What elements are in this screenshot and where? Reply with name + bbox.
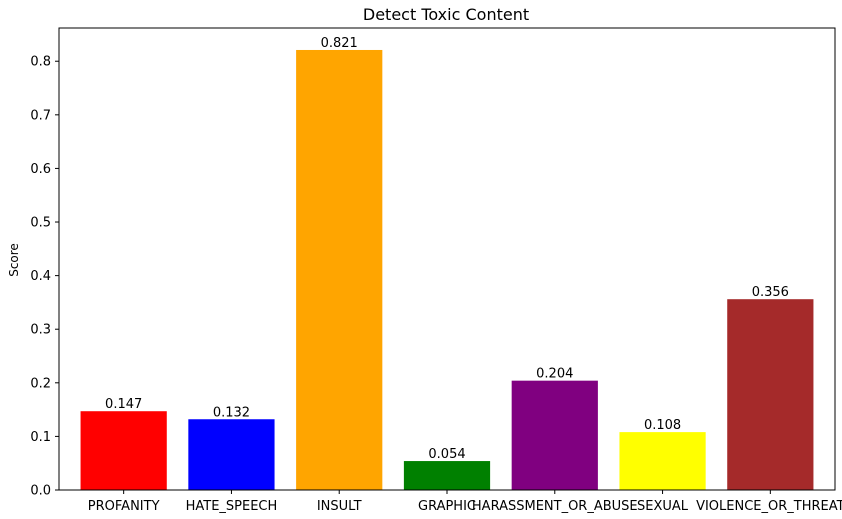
bars-group (80, 49, 814, 490)
chart-title: Detect Toxic Content (363, 5, 529, 24)
x-tick-label: GRAPHIC (418, 499, 476, 514)
bar-hate-speech (188, 419, 275, 490)
x-tick-label: HATE_SPEECH (186, 499, 278, 514)
bar-graphic (403, 461, 491, 490)
bar-harassment-or-abuse (511, 380, 598, 490)
value-label: 0.108 (644, 418, 681, 433)
y-tick-label: 0.7 (30, 108, 51, 123)
x-tick-label: SEXUAL (637, 499, 689, 514)
y-tick-label: 0.5 (30, 216, 51, 231)
x-tick-label: VIOLENCE_OR_THREAT (696, 499, 842, 514)
y-tick-label: 0.1 (30, 430, 51, 445)
y-tick-label: 0.3 (30, 323, 51, 338)
value-label: 0.147 (105, 397, 142, 412)
value-label: 0.204 (536, 367, 573, 382)
value-label: 0.356 (752, 285, 789, 300)
value-label: 0.821 (321, 36, 358, 51)
value-label: 0.132 (213, 405, 250, 420)
y-tick-label: 0.8 (30, 55, 51, 70)
x-tick-label: INSULT (317, 499, 362, 514)
y-tick-label: 0.2 (30, 376, 51, 391)
x-axis: PROFANITY HATE_SPEECH INSULT GRAPHICHARASSM… (88, 490, 842, 514)
bar-profanity (80, 411, 167, 490)
bar-sexual (619, 432, 706, 490)
y-tick-label: 0.4 (30, 269, 51, 284)
value-labels-group: 0.147 0.132 0.821 0.054 0.204 0.108 0.356 (105, 36, 789, 462)
x-tick-label: PROFANITY (88, 499, 160, 514)
y-tick-label: 0.6 (30, 162, 51, 177)
y-axis-label: Score (7, 243, 21, 277)
y-axis: 0.0 0.1 0.2 0.3 0.4 0.5 0.6 0.7 0.8 (30, 55, 59, 499)
plot-frame (58, 27, 836, 491)
bar-insult (296, 49, 383, 490)
value-label: 0.054 (428, 447, 465, 462)
y-tick-label: 0.0 (30, 484, 51, 499)
bar-violence-or-threat (727, 299, 814, 490)
x-tick-label: HARASSMENT_OR_ABUSE (472, 499, 638, 514)
